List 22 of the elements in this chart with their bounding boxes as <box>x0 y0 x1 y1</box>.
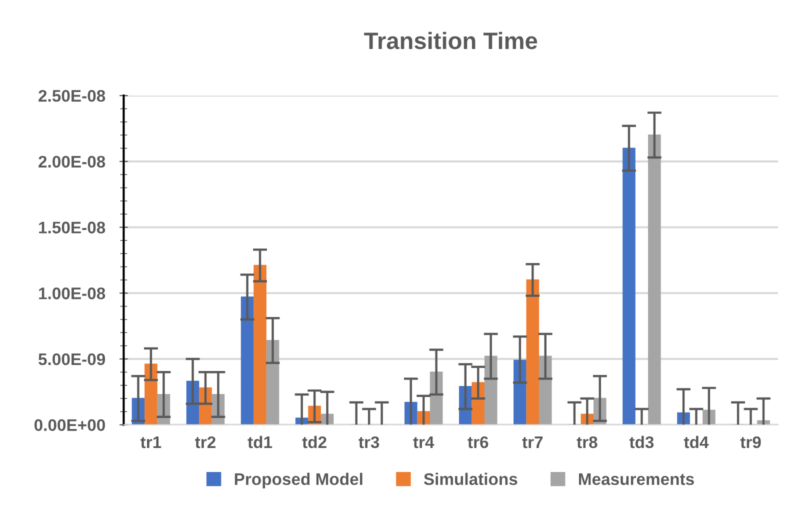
y-tick-label: 1.00E-08 <box>39 288 106 300</box>
y-tick-label: 2.50E-08 <box>38 90 106 102</box>
y-tick-label: 2.00E-08 <box>38 156 106 168</box>
y-tick-label: 1.50E-08 <box>39 222 106 234</box>
y-tick-label: 5.00E-09 <box>38 353 106 366</box>
legend-label: Simulations <box>424 472 518 486</box>
x-tick-label: tr4 <box>413 436 434 448</box>
x-tick-label: td2 <box>302 436 326 448</box>
x-tick-label: tr7 <box>522 436 543 448</box>
legend-label: Measurements <box>579 473 694 486</box>
chart-title: Transition Time <box>364 32 538 50</box>
x-tick-label: td3 <box>629 436 654 448</box>
x-tick-label: td4 <box>684 436 709 448</box>
legend-label: Proposed Model <box>234 472 362 488</box>
x-tick-label: tr1 <box>140 436 162 448</box>
x-tick-label: tr6 <box>468 436 488 448</box>
x-tick-label: td1 <box>248 436 272 448</box>
x-tick-label: tr9 <box>740 436 761 448</box>
x-tick-label: tr2 <box>195 436 216 448</box>
x-tick-label: tr3 <box>358 436 380 448</box>
x-tick-label: tr8 <box>576 436 598 448</box>
y-tick-label: 0.00E+00 <box>34 419 105 432</box>
